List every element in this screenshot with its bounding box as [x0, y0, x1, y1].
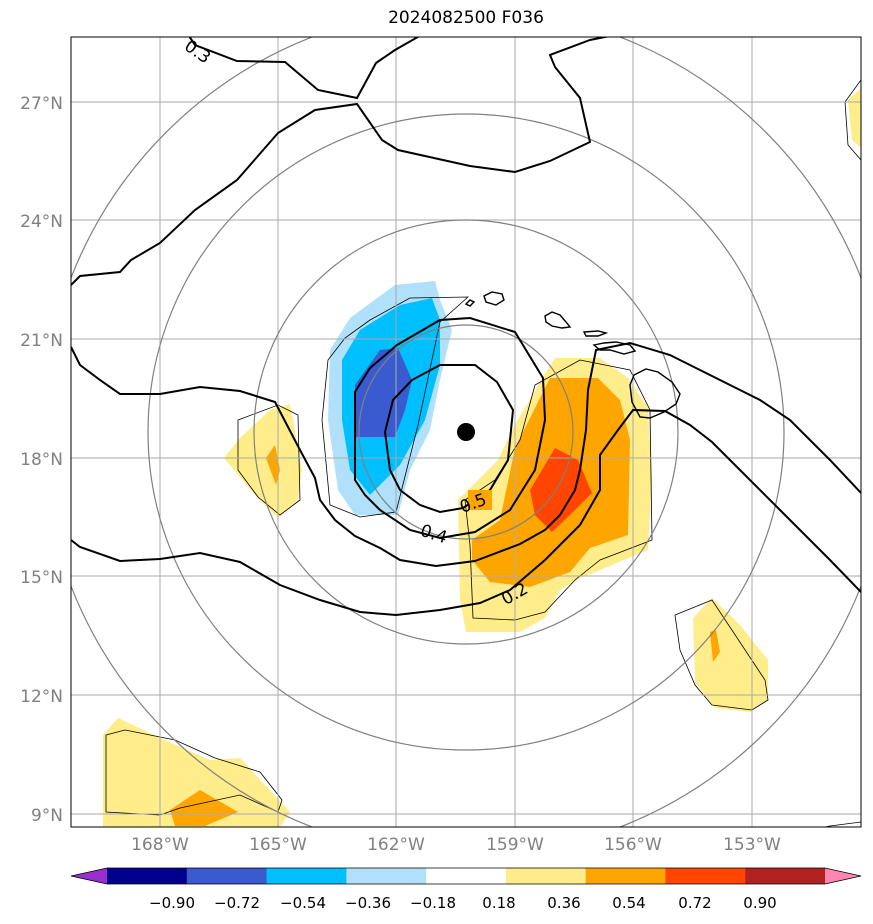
contour-0.2 [71, 408, 861, 617]
island-molokai [582, 330, 609, 337]
colorbar-label: −0.90 [149, 894, 195, 912]
lat-label-27N: 27°N [20, 94, 63, 114]
contour-label-0.3: 0.3 [180, 36, 214, 68]
positive-shading-southeast [693, 598, 768, 712]
colorbar-label: 0.54 [612, 894, 645, 912]
island-oahu [544, 311, 572, 329]
lon-label-156W: 156°W [604, 835, 662, 855]
colorbar-swatch [426, 868, 507, 884]
contour-label-0.4: 0.4 [418, 521, 450, 548]
positive-shading-west [224, 404, 302, 518]
range-rings [71, 37, 861, 827]
colorbar-label: −0.72 [214, 894, 260, 912]
colorbar-swatch [266, 868, 347, 884]
positive-shading-southeast-core [710, 630, 720, 662]
colorbar-extend-low [71, 868, 107, 884]
lon-label-165W: 165°W [249, 835, 307, 855]
island-kauai [483, 291, 505, 306]
positive-shading-west-core [266, 445, 280, 485]
colorbar-label: 0.90 [743, 894, 776, 912]
lat-label-9N: 9°N [31, 806, 63, 826]
colorbar-tick-labels: −0.90 −0.72 −0.54 −0.36 −0.18 0.18 0.36 … [149, 894, 777, 912]
lat-label-24N: 24°N [20, 212, 63, 232]
island-niihau [464, 299, 476, 307]
longitude-labels: 168°W 165°W 162°W 159°W 156°W 153°W [131, 835, 781, 855]
storm-center-marker [457, 423, 475, 441]
lon-label-168W: 168°W [131, 835, 189, 855]
contour-0.3-north-loop [71, 37, 611, 286]
plot-frame [70, 36, 862, 828]
positive-shading-southwest-core [170, 790, 238, 826]
colorbar-swatch [505, 868, 587, 884]
colorbar-extend-high [825, 868, 861, 884]
positive-shading-southwest [103, 718, 290, 827]
lon-label-162W: 162°W [367, 835, 425, 855]
black-contours [71, 37, 861, 617]
contour-0.3-north [188, 37, 420, 100]
lat-label-18N: 18°N [20, 450, 63, 470]
coastlines [464, 291, 681, 419]
colorbar-swatches [70, 867, 862, 885]
colorbar: −0.90 −0.72 −0.54 −0.36 −0.18 0.18 0.36 … [70, 867, 862, 912]
colorbar-label: −0.54 [280, 894, 326, 912]
colorbar-label: −0.18 [410, 894, 456, 912]
lat-label-21N: 21°N [20, 331, 63, 351]
lon-label-153W: 153°W [723, 835, 781, 855]
colorbar-swatch [186, 868, 268, 884]
lat-label-15N: 15°N [20, 568, 63, 588]
positive-shading-strong [530, 448, 592, 532]
contour-0.4-northwest [71, 341, 861, 568]
colorbar-swatch [665, 868, 746, 884]
latitude-labels: 27°N 24°N 21°N 18°N 15°N 12°N 9°N [20, 94, 63, 826]
map-title: 2024082500 F036 [388, 8, 544, 28]
colorbar-label: 0.36 [547, 894, 580, 912]
colorbar-swatch [107, 868, 188, 884]
colorbar-label: 0.18 [482, 894, 515, 912]
colorbar-label: 0.72 [678, 894, 711, 912]
contour-0.5 [383, 364, 515, 514]
lat-label-12N: 12°N [20, 687, 63, 707]
colorbar-label: −0.36 [345, 894, 391, 912]
colorbar-outline [70, 867, 862, 885]
contour-0.4-inner [354, 316, 547, 540]
positive-shading-east-edge [848, 88, 861, 148]
colorbar-swatch [585, 868, 666, 884]
lon-label-159W: 159°W [486, 835, 544, 855]
island-hawaii [629, 368, 681, 419]
colorbar-swatch [346, 868, 427, 884]
colorbar-swatch [745, 868, 826, 884]
island-maui [592, 341, 637, 355]
